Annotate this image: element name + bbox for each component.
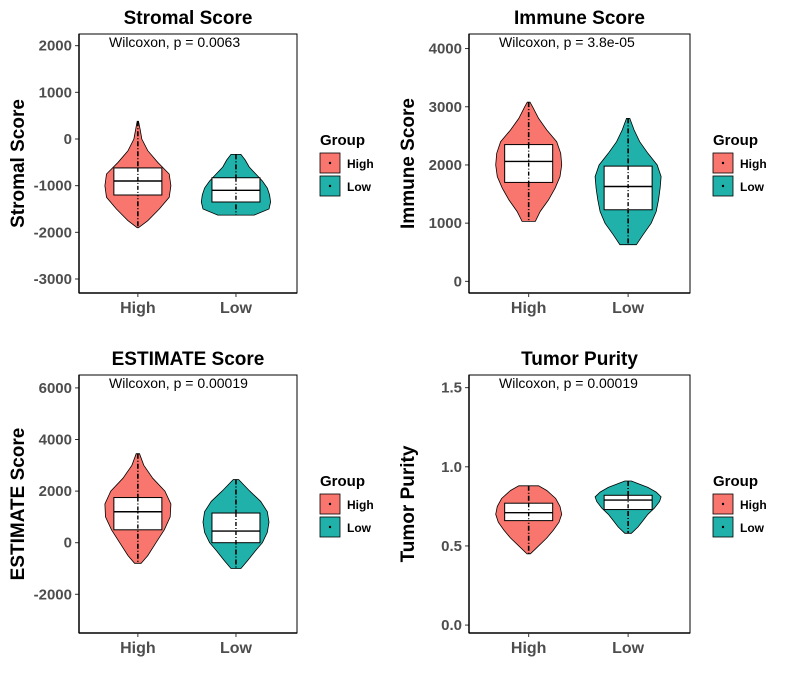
legend-label: Low bbox=[740, 521, 765, 535]
chart-panel-2: Immune Score Immune Score 0 1000 2000 3000 400… bbox=[398, 8, 767, 317]
legend: Group High Low bbox=[319, 132, 374, 197]
y-axis-label: Immune Score bbox=[398, 98, 419, 229]
chart-panel-1: Stromal Score Stromal Score -3000 -2000 -100… bbox=[8, 8, 374, 317]
y-tick-label: 1.5 bbox=[441, 380, 462, 397]
y-tick-label: 0 bbox=[64, 131, 72, 148]
x-tick-label: High bbox=[511, 640, 547, 657]
y-tick-label: 4000 bbox=[429, 41, 462, 58]
legend: Group High Low bbox=[712, 473, 767, 538]
legend-label: Low bbox=[347, 180, 372, 194]
wilcoxon-annotation: Wilcoxon, p = 0.0063 bbox=[109, 34, 240, 50]
y-tick-label: 3000 bbox=[429, 99, 462, 116]
legend-label: Low bbox=[740, 180, 765, 194]
y-tick-label: -1000 bbox=[34, 178, 72, 195]
y-tick-label: -2000 bbox=[34, 224, 72, 241]
y-tick-label: 1000 bbox=[39, 84, 72, 101]
chart-title: Stromal Score bbox=[124, 8, 253, 29]
legend-label: High bbox=[347, 157, 374, 171]
x-tick-label: High bbox=[120, 300, 156, 317]
y-tick-label: 0 bbox=[64, 535, 72, 552]
x-tick-label: High bbox=[120, 640, 156, 657]
legend-key-dot bbox=[328, 525, 332, 529]
wilcoxon-annotation: Wilcoxon, p = 0.00019 bbox=[109, 375, 248, 391]
x-tick-label: Low bbox=[612, 640, 645, 657]
legend-title: Group bbox=[320, 473, 365, 490]
legend-label: Low bbox=[347, 521, 372, 535]
x-tick-label: Low bbox=[220, 300, 253, 317]
wilcoxon-annotation: Wilcoxon, p = 0.00019 bbox=[499, 375, 638, 391]
box-low bbox=[211, 512, 261, 544]
y-tick-label: 0 bbox=[454, 273, 462, 290]
box-high bbox=[113, 497, 163, 531]
legend: Group High Low bbox=[712, 132, 767, 197]
legend-key-dot bbox=[328, 184, 332, 188]
legend-key-dot bbox=[721, 525, 725, 529]
legend-title: Group bbox=[713, 473, 758, 490]
y-axis-label: Stromal Score bbox=[8, 99, 29, 228]
x-tick-label: High bbox=[511, 300, 547, 317]
legend-label: High bbox=[740, 157, 767, 171]
legend-key-dot bbox=[328, 161, 332, 165]
legend-key-dot bbox=[721, 161, 725, 165]
legend-key-dot bbox=[721, 502, 725, 506]
chart-title: Immune Score bbox=[514, 8, 645, 29]
chart-title: ESTIMATE Score bbox=[112, 349, 265, 370]
y-tick-label: -2000 bbox=[34, 586, 72, 603]
legend-key-dot bbox=[721, 184, 725, 188]
legend-label: High bbox=[347, 498, 374, 512]
y-axis-label: ESTIMATE Score bbox=[8, 428, 29, 581]
chart-panel-4: Tumor Purity Tumor Purity 0.0 0.5 1.0 1.5 High… bbox=[398, 349, 767, 657]
panel-border bbox=[78, 33, 298, 294]
y-axis-label: Tumor Purity bbox=[398, 445, 419, 562]
y-tick-label: 2000 bbox=[429, 157, 462, 174]
chart-title: Tumor Purity bbox=[521, 349, 638, 370]
y-tick-label: 4000 bbox=[39, 432, 72, 449]
y-tick-label: 2000 bbox=[39, 483, 72, 500]
y-tick-label: 2000 bbox=[39, 38, 72, 55]
chart-panel-3: ESTIMATE Score ESTIMATE Score -2000 0 2000 40… bbox=[8, 349, 374, 657]
y-tick-label: -3000 bbox=[34, 271, 72, 288]
legend-label: High bbox=[740, 498, 767, 512]
wilcoxon-annotation: Wilcoxon, p = 3.8e-05 bbox=[499, 34, 635, 50]
legend: Group High Low bbox=[319, 473, 374, 538]
legend-title: Group bbox=[320, 132, 365, 149]
legend-title: Group bbox=[713, 132, 758, 149]
y-tick-label: 1.0 bbox=[441, 459, 462, 476]
x-tick-label: Low bbox=[220, 640, 253, 657]
y-tick-label: 1000 bbox=[429, 215, 462, 232]
x-tick-label: Low bbox=[612, 300, 645, 317]
y-tick-label: 6000 bbox=[39, 380, 72, 397]
y-tick-label: 0.5 bbox=[441, 538, 462, 555]
legend-key-dot bbox=[328, 502, 332, 506]
y-tick-label: 0.0 bbox=[441, 617, 462, 634]
